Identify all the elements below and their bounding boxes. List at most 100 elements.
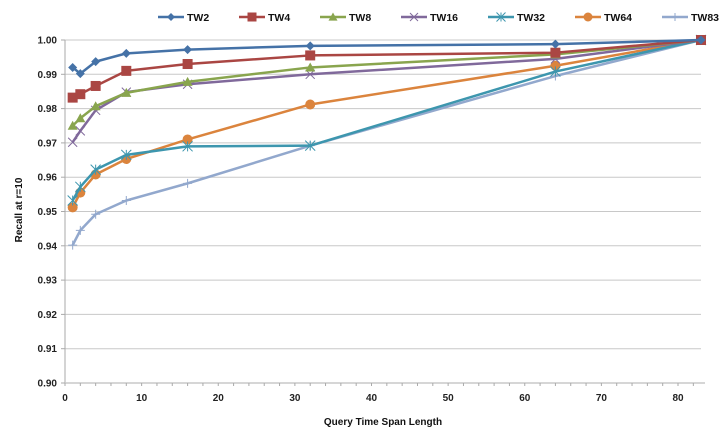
series-line (71, 38, 702, 127)
x-tick-label: 80 (672, 393, 684, 404)
x-tick-label: 40 (366, 393, 378, 404)
y-tick-label: 0.98 (38, 104, 58, 115)
marker-star-stroke (67, 195, 79, 206)
y-tick-labels: 0.90 0.91 0.92 0.93 0.94 0.95 0.96 0.97 0.98 0.99… (38, 36, 58, 390)
x-axis-title: Query Time Span Length (324, 417, 442, 428)
marker-diamond (91, 57, 101, 67)
series-tw32 (67, 34, 707, 206)
marker-star (550, 66, 561, 77)
marker-star (90, 164, 102, 176)
marker-square (247, 12, 257, 22)
marker-square (550, 47, 561, 58)
legend-item-tw32: TW32 (488, 12, 545, 24)
marker-triangle (305, 62, 316, 72)
y-axis-title: Recall at r=10 (14, 177, 25, 242)
marker-triangle (75, 113, 86, 123)
marker-plus (75, 225, 85, 235)
marker-plus-stroke (183, 178, 193, 188)
y-tick-label: 1.00 (38, 36, 58, 47)
marker-circle (67, 202, 78, 213)
y-tick-label: 0.92 (38, 310, 58, 321)
marker-diamond (75, 69, 85, 79)
legend-label: TW83 (691, 12, 719, 24)
legend-label: TW64 (604, 12, 632, 24)
legend-item-tw2: TW2 (158, 12, 209, 24)
legend-item-tw4: TW4 (239, 12, 290, 24)
legend-item-tw83: TW83 (662, 12, 719, 24)
marker-triangle (90, 101, 101, 111)
marker-diamond (183, 45, 193, 55)
y-tick-label: 0.93 (38, 276, 58, 287)
marker-star-stroke (304, 140, 316, 151)
x-tick-label: 50 (443, 393, 455, 404)
series-group (67, 34, 707, 250)
legend-label: TW16 (430, 12, 458, 24)
series-line (71, 38, 702, 246)
x-tick-label: 20 (213, 393, 225, 404)
legend-label: TW2 (187, 12, 209, 24)
marker-x (409, 12, 419, 22)
x-tick-label: 30 (289, 393, 301, 404)
y-tick-label: 0.94 (38, 241, 58, 252)
legend-label: TW32 (517, 12, 545, 24)
marker-square (90, 80, 101, 91)
series-line (71, 38, 702, 75)
series-tw2 (68, 35, 706, 79)
marker-plus-stroke (75, 225, 85, 235)
marker-circle (305, 99, 316, 110)
marker-plus-stroke (68, 240, 78, 250)
legend-item-tw16: TW16 (401, 12, 458, 24)
y-tick-label: 0.95 (38, 207, 58, 218)
marker-star-stroke (90, 164, 102, 176)
marker-plus-stroke (91, 209, 101, 219)
marker-star-stroke (550, 66, 561, 77)
marker-x-stroke (75, 126, 86, 136)
y-tick-label: 0.97 (38, 138, 58, 149)
marker-square (75, 89, 86, 100)
marker-x-stroke (67, 137, 78, 148)
marker-circle (182, 134, 193, 145)
legend-label: TW4 (268, 12, 290, 24)
x-tick-label: 70 (596, 393, 608, 404)
marker-diamond (121, 48, 131, 58)
marker-plus-stroke (121, 196, 131, 206)
marker-diamond (167, 13, 175, 21)
legend-label: TW8 (349, 12, 371, 24)
marker-star-stroke (182, 140, 193, 152)
marker-plus (183, 178, 193, 188)
marker-plus-stroke (671, 13, 679, 21)
marker-plus (121, 196, 131, 206)
y-tick-label: 0.91 (38, 344, 58, 355)
marker-star (182, 140, 193, 152)
marker-triangle (121, 87, 132, 97)
marker-star-stroke (496, 12, 506, 22)
marker-circle (583, 12, 593, 22)
series-tw8 (67, 35, 706, 130)
legend-item-tw64: TW64 (575, 12, 632, 24)
marker-square (305, 50, 316, 61)
marker-x-stroke (409, 12, 419, 22)
marker-plus (68, 240, 78, 250)
marker-diamond (696, 35, 706, 45)
marker-triangle (328, 12, 338, 21)
x-tick-labels: 0 10 20 30 40 50 60 70 80 (62, 393, 684, 404)
x-tick-label: 60 (519, 393, 531, 404)
x-tick-label: 0 (62, 393, 68, 404)
marker-square (121, 65, 132, 76)
marker-star (67, 195, 79, 206)
legend-item-tw8: TW8 (320, 12, 371, 24)
marker-star (120, 149, 132, 161)
marker-star-stroke (74, 181, 86, 193)
marker-star (496, 12, 506, 22)
marker-square (182, 59, 193, 70)
marker-plus (91, 209, 101, 219)
y-tick-label: 0.99 (38, 70, 58, 81)
marker-diamond (305, 41, 315, 51)
marker-x (75, 126, 86, 136)
marker-star-stroke (120, 149, 132, 161)
marker-triangle (67, 120, 78, 130)
axes (61, 39, 705, 386)
marker-x (67, 137, 78, 148)
y-tick-label: 0.96 (38, 173, 58, 184)
